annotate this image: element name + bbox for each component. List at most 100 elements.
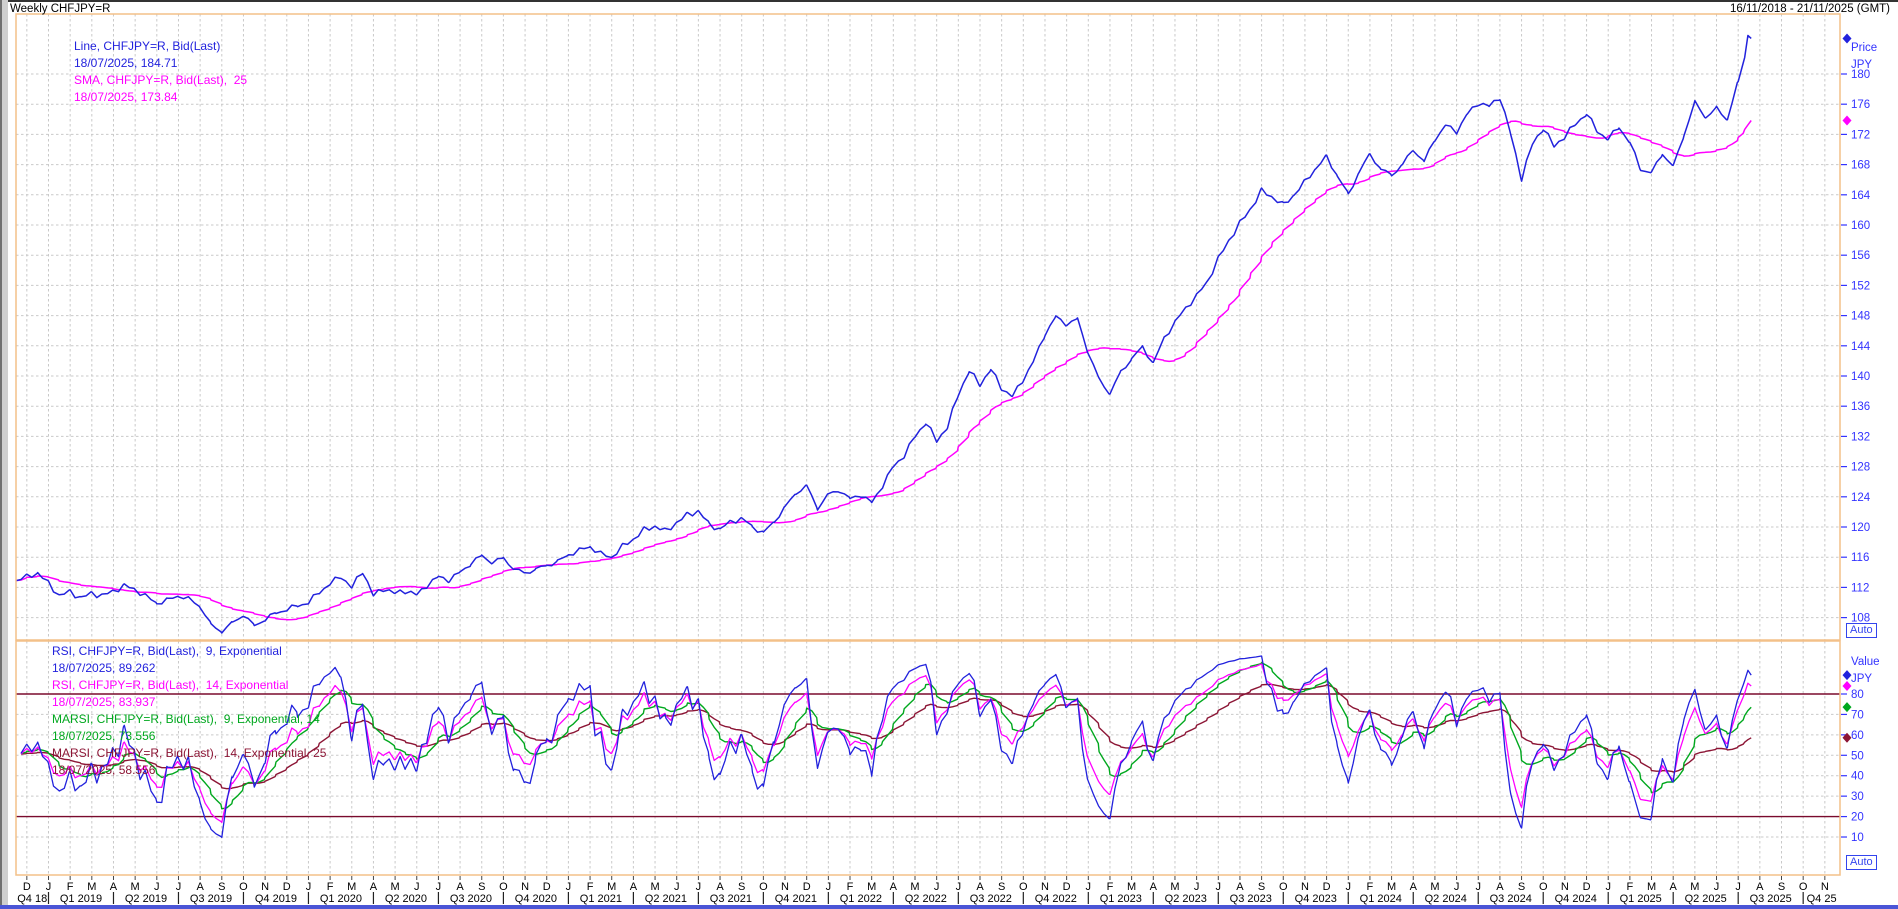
svg-text:J: J: [696, 881, 702, 893]
svg-text:A: A: [370, 881, 378, 893]
svg-text:A: A: [1410, 881, 1418, 893]
page-title: Weekly CHFJPY=R: [10, 3, 111, 15]
price-legend: Line, CHFJPY=R, Bid(Last) 18/07/2025, 184…: [74, 38, 247, 106]
svg-text:M: M: [87, 881, 96, 893]
svg-text:Q4 2022: Q4 2022: [1035, 893, 1077, 905]
svg-text:F: F: [327, 881, 334, 893]
svg-text:50: 50: [1851, 750, 1864, 762]
value-axis-title: Value: [1851, 656, 1880, 668]
svg-text:F: F: [847, 881, 854, 893]
svg-text:O: O: [759, 881, 768, 893]
y-axis-ticks[interactable]: 180 176 172 168 164 160 156 152 148 144 140 136 132 1…: [1841, 69, 1871, 844]
svg-text:N: N: [1821, 881, 1829, 893]
legend-series-value: 18/07/2025, 73.556: [52, 729, 156, 743]
svg-text:M: M: [1387, 881, 1396, 893]
svg-text:30: 30: [1851, 791, 1864, 803]
svg-text:N: N: [781, 881, 789, 893]
svg-text:Q4 2023: Q4 2023: [1295, 893, 1337, 905]
svg-text:140: 140: [1851, 371, 1870, 383]
svg-text:Q3 2022: Q3 2022: [970, 893, 1012, 905]
svg-text:N: N: [521, 881, 529, 893]
rsi-axis-auto-button[interactable]: Auto: [1846, 855, 1877, 870]
window-bottom-band: [0, 905, 1898, 909]
svg-text:J: J: [176, 881, 182, 893]
svg-text:J: J: [934, 881, 940, 893]
svg-text:Q4 2019: Q4 2019: [255, 893, 297, 905]
svg-text:128: 128: [1851, 462, 1870, 474]
svg-text:J: J: [1216, 881, 1222, 893]
svg-text:D: D: [803, 881, 811, 893]
price-axis-currency: JPY: [1851, 59, 1873, 71]
svg-text:160: 160: [1851, 220, 1870, 232]
svg-text:M: M: [1647, 881, 1656, 893]
svg-text:J: J: [436, 881, 442, 893]
rsi-series-lines: [20, 655, 1752, 839]
legend-series-label: MARSI, CHFJPY=R, Bid(Last), 9, Exponenti…: [52, 712, 320, 726]
svg-text:A: A: [976, 881, 984, 893]
svg-text:F: F: [587, 881, 594, 893]
svg-text:M: M: [1690, 881, 1699, 893]
svg-text:M: M: [391, 881, 400, 893]
price-series-lines: [16, 34, 1752, 634]
window-top-border: [0, 0, 1898, 2]
svg-text:J: J: [826, 881, 832, 893]
price-axis-title: Price: [1851, 42, 1878, 54]
svg-text:132: 132: [1851, 431, 1870, 443]
svg-text:N: N: [1301, 881, 1309, 893]
rsi-legend: RSI, CHFJPY=R, Bid(Last), 9, Exponential…: [52, 643, 326, 779]
value-axis-currency: JPY: [1851, 673, 1873, 685]
svg-text:O: O: [1539, 881, 1548, 893]
svg-text:Q1 2021: Q1 2021: [580, 893, 622, 905]
svg-text:120: 120: [1851, 522, 1870, 534]
svg-text:J: J: [566, 881, 572, 893]
svg-text:J: J: [956, 881, 962, 893]
price-axis-auto-button[interactable]: Auto: [1846, 623, 1877, 638]
svg-text:Q3 2024: Q3 2024: [1490, 893, 1532, 905]
svg-text:D: D: [23, 881, 31, 893]
svg-text:Q1 2023: Q1 2023: [1100, 893, 1142, 905]
svg-text:J: J: [1454, 881, 1460, 893]
svg-text:10: 10: [1851, 832, 1864, 844]
svg-text:60: 60: [1851, 730, 1864, 742]
svg-text:F: F: [1367, 881, 1374, 893]
svg-text:A: A: [1236, 881, 1244, 893]
svg-text:168: 168: [1851, 160, 1870, 172]
svg-text:Q3 2025: Q3 2025: [1750, 893, 1792, 905]
svg-text:N: N: [1561, 881, 1569, 893]
svg-text:O: O: [1799, 881, 1808, 893]
svg-text:Q3 2020: Q3 2020: [450, 893, 492, 905]
svg-text:Q2 2022: Q2 2022: [905, 893, 947, 905]
svg-text:J: J: [1735, 881, 1741, 893]
svg-text:M: M: [1430, 881, 1439, 893]
legend-series-label: Line, CHFJPY=R, Bid(Last): [74, 39, 221, 53]
legend-series-value: 18/07/2025, 83.937: [52, 695, 156, 709]
svg-text:108: 108: [1851, 613, 1870, 625]
legend-series-value: 18/07/2025, 184.71: [74, 56, 178, 70]
svg-text:Q2 2019: Q2 2019: [125, 893, 167, 905]
svg-text:S: S: [738, 881, 745, 893]
svg-text:J: J: [1346, 881, 1352, 893]
svg-text:O: O: [499, 881, 508, 893]
svg-text:Q2 2024: Q2 2024: [1425, 893, 1467, 905]
svg-text:80: 80: [1851, 689, 1864, 701]
svg-text:Q2 2023: Q2 2023: [1165, 893, 1207, 905]
svg-text:116: 116: [1851, 552, 1869, 564]
svg-text:S: S: [218, 881, 225, 893]
panel-borders: [15, 13, 1841, 876]
svg-text:S: S: [1518, 881, 1525, 893]
svg-text:164: 164: [1851, 190, 1871, 202]
svg-text:N: N: [1041, 881, 1049, 893]
svg-text:Q2 2020: Q2 2020: [385, 893, 427, 905]
svg-text:Q1 2019: Q1 2019: [60, 893, 102, 905]
legend-series-value: 18/07/2025, 89.262: [52, 661, 156, 675]
svg-text:J: J: [1475, 881, 1481, 893]
legend-series-value: 18/07/2025, 58.556: [52, 763, 156, 777]
svg-text:Q1 2022: Q1 2022: [840, 893, 882, 905]
svg-text:J: J: [46, 881, 52, 893]
svg-text:J: J: [1086, 881, 1092, 893]
svg-text:A: A: [110, 881, 118, 893]
svg-text:A: A: [456, 881, 464, 893]
